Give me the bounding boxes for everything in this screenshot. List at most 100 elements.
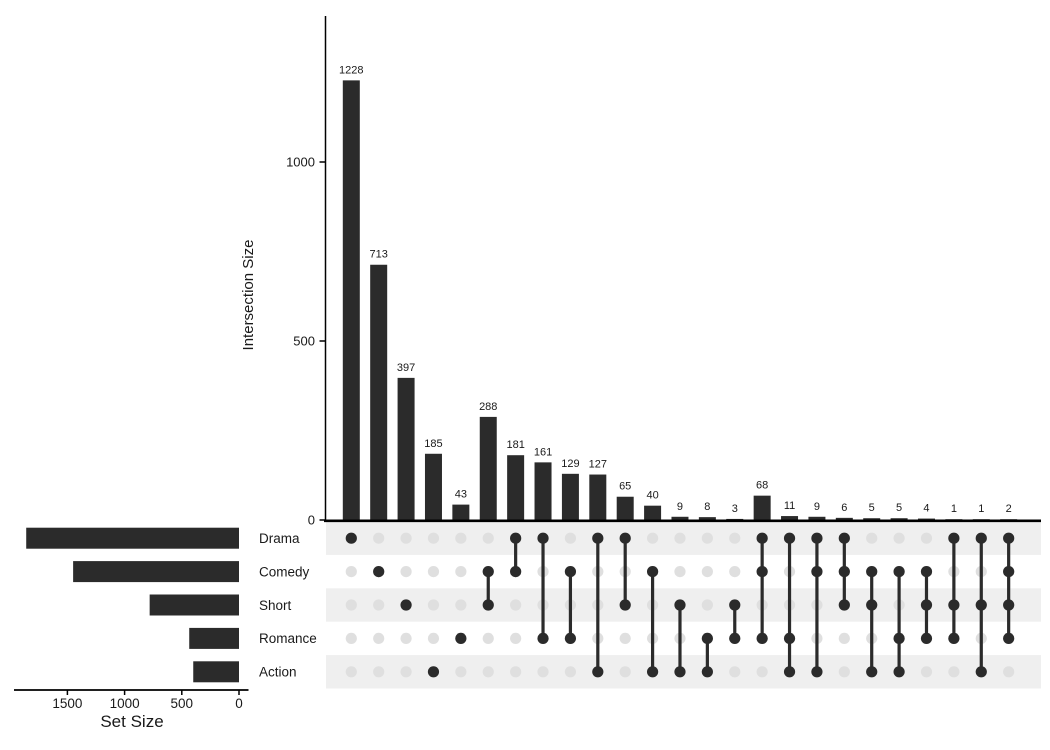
intersection-value-label: 5 [869, 502, 875, 514]
set-label: Romance [259, 631, 317, 646]
intersection-value-label: 3 [732, 503, 738, 515]
matrix-dot-active [674, 599, 686, 611]
intersection-value-label: 181 [506, 439, 524, 451]
matrix-dot-active [1003, 532, 1015, 544]
y-axis-tick-label: 0 [308, 513, 315, 528]
matrix-dot-active [729, 599, 741, 611]
matrix-dot-inactive [564, 666, 577, 678]
matrix-dot-active [866, 566, 878, 578]
intersection-value-label: 11 [784, 500, 795, 512]
matrix-dot-active [920, 599, 933, 611]
matrix-dot-inactive [400, 632, 412, 645]
matrix-dot-active [1003, 632, 1015, 645]
matrix-dot-inactive [893, 532, 905, 544]
matrix-dot-inactive [345, 666, 357, 678]
matrix-dot-inactive [455, 532, 467, 544]
y-axis-tick-label: 1000 [286, 155, 315, 170]
matrix-dot-inactive [537, 666, 549, 678]
matrix-dot-inactive [948, 666, 960, 678]
matrix-dot-inactive [1003, 666, 1015, 678]
matrix-dot-active [838, 599, 850, 611]
intersection-bar [726, 518, 744, 520]
matrix-dot-inactive [373, 632, 385, 645]
intersection-value-label: 161 [534, 446, 552, 458]
matrix-dot-inactive [920, 532, 933, 544]
intersection-bar [781, 516, 799, 520]
matrix-dot-inactive [729, 532, 741, 544]
matrix-dot-active [564, 566, 577, 578]
matrix-dot-inactive [701, 532, 713, 544]
matrix-dot-inactive [729, 566, 741, 578]
matrix-dot-inactive [482, 632, 494, 645]
matrix-dot-active [400, 599, 412, 611]
matrix-dot-active [373, 566, 385, 578]
matrix-dot-active [920, 566, 933, 578]
matrix-dot-inactive [455, 599, 467, 611]
matrix-dot-active [866, 599, 878, 611]
intersection-value-label: 9 [814, 501, 820, 513]
matrix-dot-inactive [427, 632, 440, 645]
matrix-dot-active [674, 666, 686, 678]
matrix-dot-active [866, 666, 878, 678]
intersection-value-label: 8 [704, 501, 710, 513]
intersection-bar [698, 517, 716, 520]
matrix-dot-active [1003, 566, 1015, 578]
set-size-bar [149, 594, 239, 616]
matrix-dot-active [1003, 599, 1015, 611]
intersection-value-label: 2 [1006, 503, 1012, 515]
matrix-dot-inactive [564, 532, 577, 544]
matrix-dot-active [893, 666, 905, 678]
intersection-bar [753, 495, 771, 520]
matrix-dot-inactive [838, 666, 850, 678]
matrix-dot-active [948, 532, 960, 544]
intersection-value-label: 713 [370, 249, 388, 261]
matrix-dot-active [345, 532, 357, 544]
matrix-dot-active [619, 532, 631, 544]
set-label: Short [259, 598, 292, 613]
intersection-bar [671, 516, 689, 520]
matrix-dot-active [592, 532, 604, 544]
matrix-dot-inactive [510, 599, 522, 611]
intersection-value-label: 129 [561, 458, 579, 470]
set-size-tick-label: 0 [235, 696, 243, 711]
matrix-dot-active [948, 599, 960, 611]
matrix-dot-active [427, 666, 440, 678]
intersection-bar [424, 453, 442, 520]
intersection-bar [370, 264, 388, 520]
matrix-dot-active [537, 532, 549, 544]
intersection-bar [534, 462, 552, 520]
intersection-value-label: 5 [896, 502, 902, 514]
intersection-bar [507, 455, 525, 520]
matrix-dot-inactive [345, 599, 357, 611]
matrix-dot-inactive [373, 666, 385, 678]
intersection-bar [342, 80, 360, 520]
matrix-dot-inactive [455, 566, 467, 578]
matrix-dot-active [756, 566, 768, 578]
matrix-dot-inactive [729, 666, 741, 678]
matrix-dot-active [975, 666, 987, 678]
matrix-dot-inactive [510, 666, 522, 678]
set-size-bar [193, 661, 239, 683]
intersection-value-label: 127 [589, 459, 607, 471]
intersection-value-label: 397 [397, 362, 415, 374]
intersection-value-label: 43 [455, 489, 467, 501]
matrix-dot-inactive [427, 532, 440, 544]
matrix-dot-inactive [400, 566, 412, 578]
matrix-dot-active [838, 566, 850, 578]
matrix-dot-inactive [701, 599, 713, 611]
intersection-value-label: 1 [978, 503, 984, 515]
matrix-dot-inactive [345, 566, 357, 578]
intersection-bar [589, 474, 607, 520]
matrix-dot-inactive [701, 566, 713, 578]
matrix-dot-inactive [427, 566, 440, 578]
matrix-dot-inactive [674, 532, 686, 544]
matrix-dot-inactive [510, 632, 522, 645]
matrix-dot-active [564, 632, 577, 645]
matrix-dot-inactive [838, 632, 850, 645]
matrix-dot-inactive [866, 532, 878, 544]
intersection-bar [644, 505, 662, 520]
matrix-dot-active [592, 666, 604, 678]
matrix-dot-inactive [427, 599, 440, 611]
matrix-dot-active [893, 632, 905, 645]
